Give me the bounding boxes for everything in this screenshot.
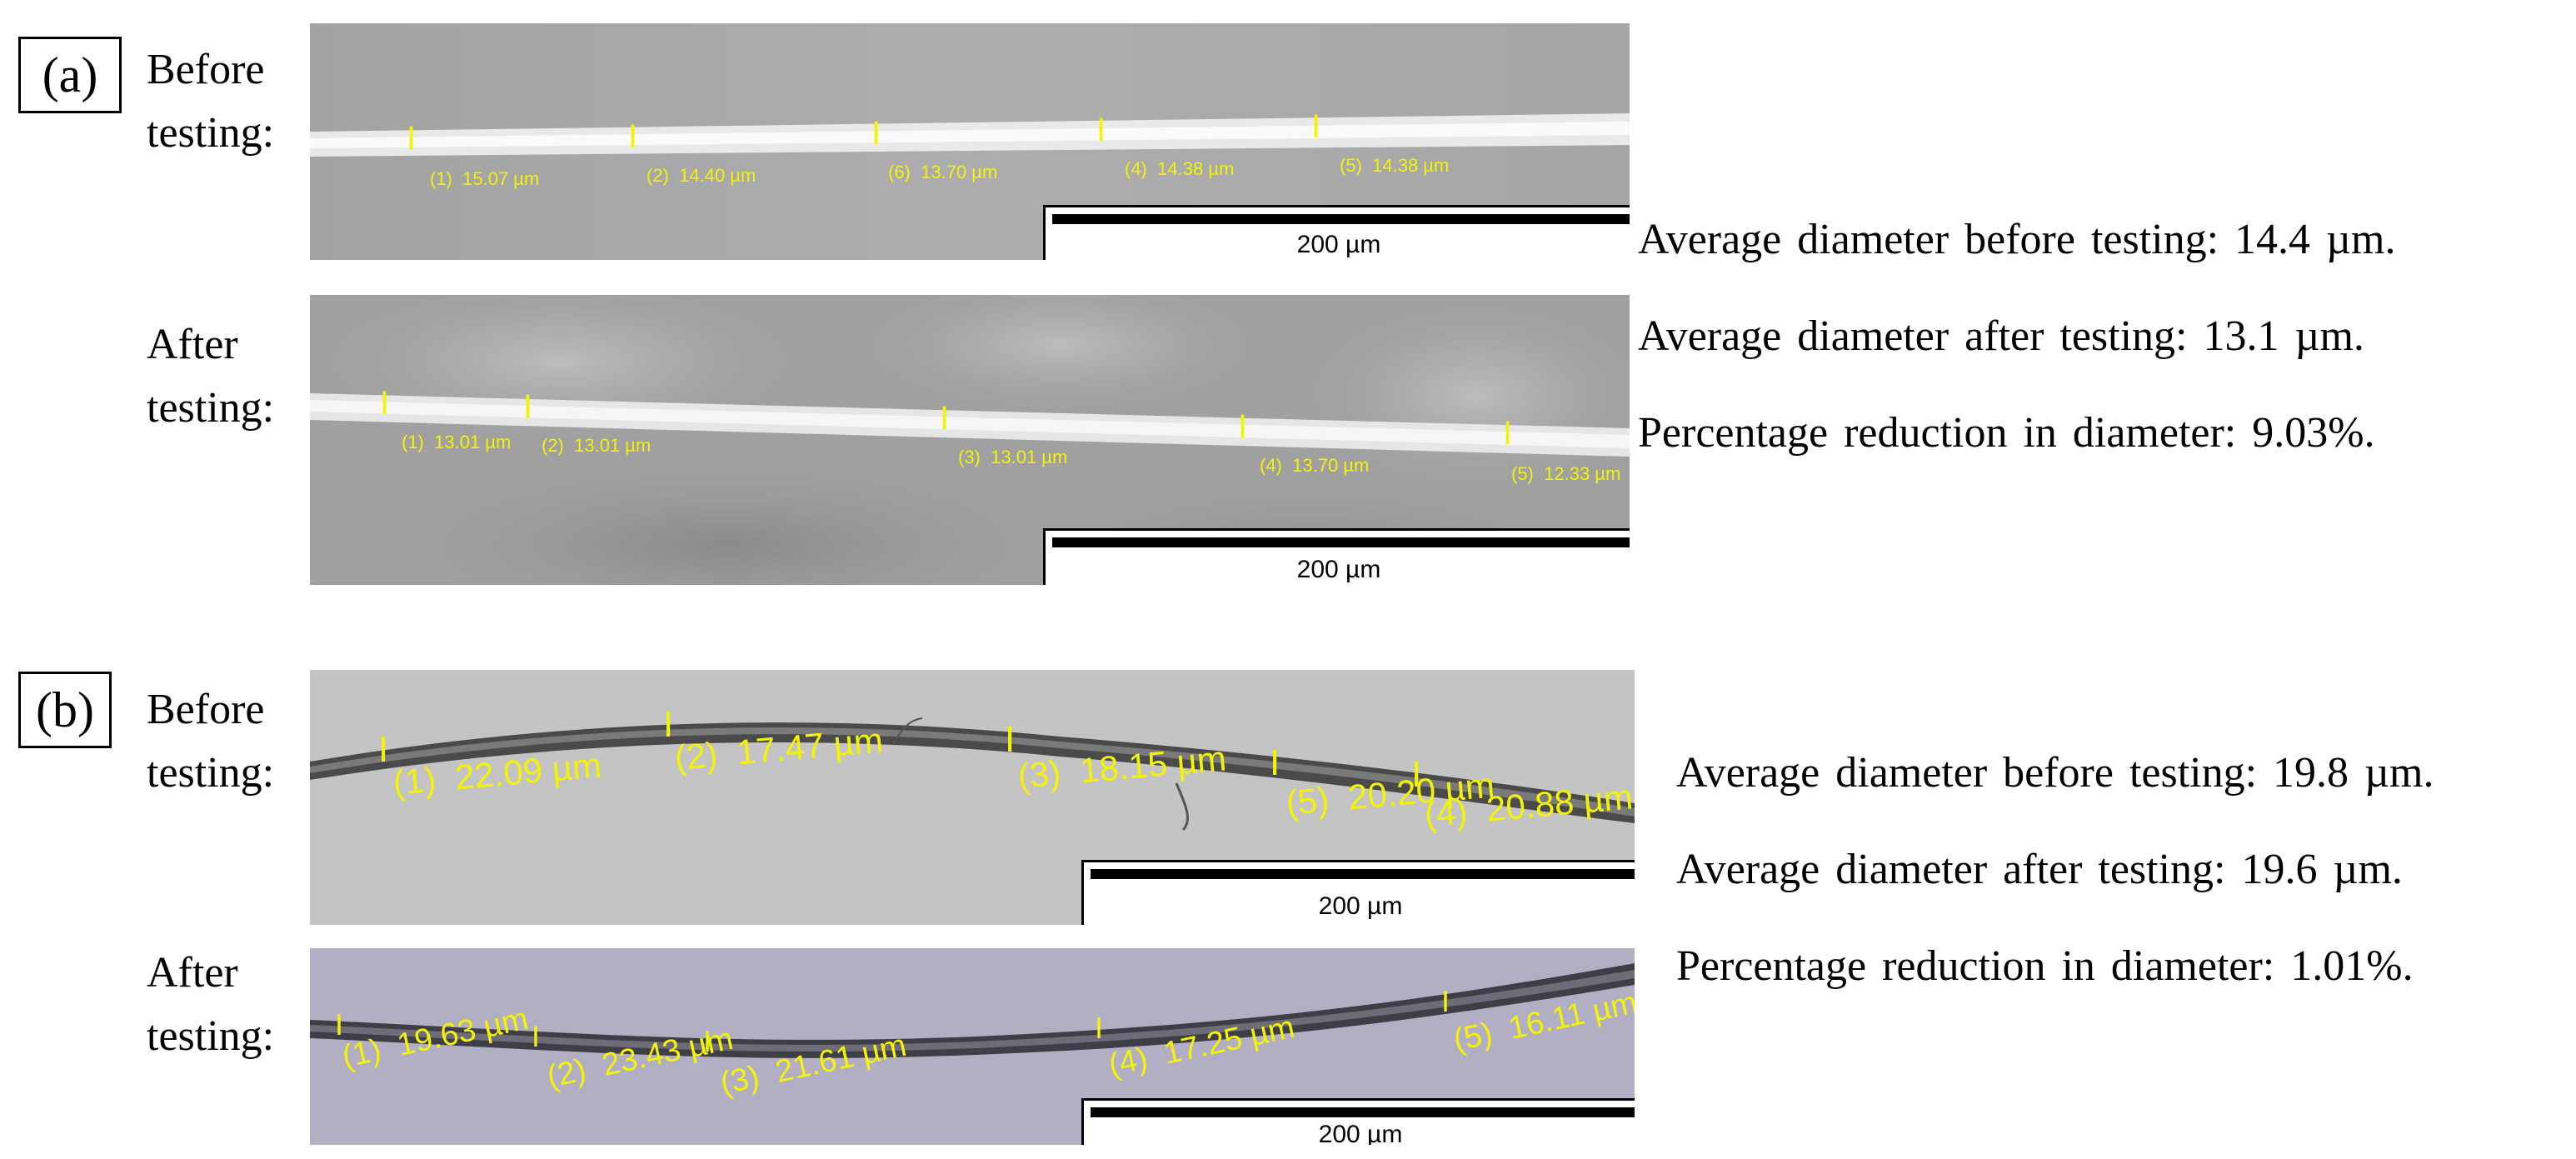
measure-marker-icon: I (1095, 1011, 1104, 1045)
measure-marker-icon: I (871, 115, 881, 152)
panel-a-label: (a) (18, 37, 122, 113)
scale-bar-label: 200 µm (1318, 1121, 1403, 1145)
panel-a-after-caption: After testing: (147, 321, 275, 432)
micrograph-a-after: I I I I I (1) 13.01 µm (2) 13.01 µm (3) … (310, 295, 1630, 585)
measure-marker-icon: I (335, 1007, 344, 1042)
panel-b-stat-after: Average diameter after testing: 19.6 µm. (1676, 846, 2403, 893)
measure-marker-icon: I (940, 400, 950, 437)
measure-marker-icon: I (1238, 408, 1248, 445)
fiber-image (310, 23, 1630, 260)
measurement-label: (3) 13.01 µm (958, 447, 1068, 467)
measurement-label: (5) 12.33 µm (1511, 463, 1621, 484)
measure-marker-icon: I (663, 704, 674, 745)
measure-marker-icon: I (1270, 742, 1281, 783)
panel-a-stat-reduction: Percentage reduction in diameter: 9.03%. (1638, 409, 2375, 457)
scale-bar-label: 200 µm (1318, 892, 1403, 920)
measurement-label: (4) 13.70 µm (1260, 455, 1370, 476)
scale-bar-line (1091, 869, 1635, 879)
scale-bar-line (1052, 537, 1630, 547)
panel-b-label: (b) (18, 672, 112, 748)
measure-marker-icon: I (1005, 719, 1016, 760)
measure-marker-icon: I (523, 388, 533, 425)
measurement-label: (6) 13.70 µm (888, 162, 998, 182)
panel-b-stat-reduction: Percentage reduction in diameter: 1.01%. (1676, 942, 2414, 990)
scale-bar: 200 µm (1043, 528, 1630, 585)
measure-marker-icon: I (1411, 754, 1422, 795)
scale-bar: 200 µm (1081, 1098, 1635, 1145)
scale-bar-label: 200 µm (1296, 231, 1381, 258)
measure-marker-icon: I (703, 1024, 712, 1058)
panel-b-stat-before: Average diameter before testing: 19.8 µm… (1676, 749, 2434, 797)
panel-b-after-caption: After testing: (147, 949, 275, 1060)
scale-bar-line (1052, 214, 1630, 224)
scale-bar-line (1091, 1107, 1635, 1117)
measure-marker-icon: I (532, 1019, 541, 1053)
panel-b-before-caption: Before testing: (147, 686, 275, 797)
measure-marker-icon: I (1441, 984, 1450, 1018)
panel-a-stat-before: Average diameter before testing: 14.4 µm… (1638, 216, 2396, 263)
measurement-label: (4) 14.38 µm (1125, 158, 1235, 179)
scale-bar: 200 µm (1043, 205, 1630, 260)
micrograph-a-before: I I I I I (1) 15.07 µm (2) 14.40 µm (6) … (310, 23, 1630, 260)
measurement-label: (2) 13.01 µm (542, 435, 651, 456)
fiber-image (310, 295, 1630, 585)
measurement-label: (5) 14.38 µm (1340, 155, 1450, 176)
measure-marker-icon: I (1503, 415, 1513, 452)
scale-bar: 200 µm (1081, 860, 1635, 925)
panel-a-stat-after: Average diameter after testing: 13.1 µm. (1638, 312, 2364, 360)
measure-marker-icon: I (628, 118, 638, 155)
measure-marker-icon: I (1311, 108, 1321, 145)
measurement-label: (2) 14.40 µm (646, 165, 756, 186)
scale-bar-label: 200 µm (1296, 556, 1381, 583)
measure-marker-icon: I (1096, 112, 1106, 148)
measure-marker-icon: I (380, 385, 390, 422)
measure-marker-icon: I (407, 120, 417, 157)
measurement-label: (1) 13.01 µm (402, 432, 512, 452)
micrograph-b-before: I I I I I (1) 22.09 µm (2) 17.47 µm (3) … (310, 670, 1635, 925)
measure-marker-icon: I (378, 729, 389, 770)
measurement-label: (1) 15.07 µm (430, 168, 540, 189)
panel-a-before-caption: Before testing: (147, 46, 275, 157)
micrograph-b-after: I I I I I (1) 19.63 µm (2) 23.43 µm (3) … (310, 948, 1635, 1145)
